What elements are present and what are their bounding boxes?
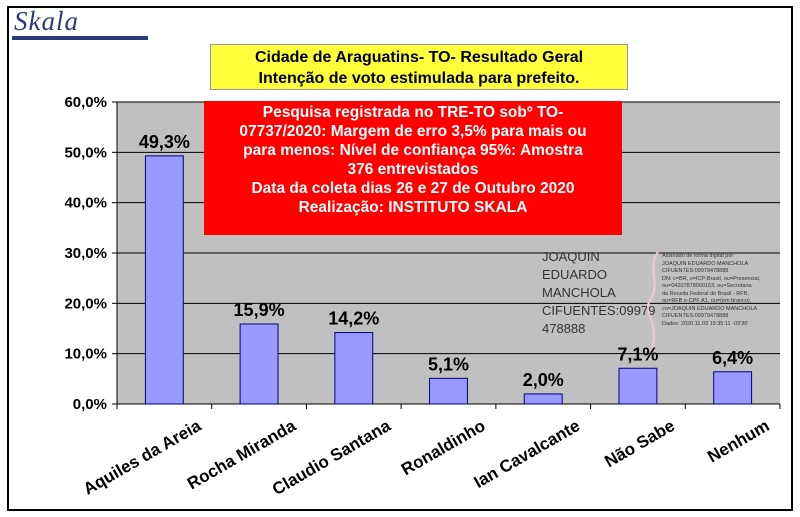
survey-info-box: Pesquisa registrada no TRE-TO sobº TO- 0… [204,101,622,235]
signature-name: JOAQUIN EDUARDO MANCHOLA CIFUENTES:09979… [542,248,656,338]
x-tick-label: Ian Cavalcante [471,416,584,492]
signature-detail-line: ou=RFB e-CPF A1, ou=(em branco), [662,298,752,304]
signature-name-line: EDUARDO [542,267,608,282]
data-label: 2,0% [523,370,564,390]
signature-detail-line: da Receita Federal do Brasil - RFB, [662,290,749,297]
signature-name-line: MANCHOLA [542,285,616,300]
x-tick-label: Não Sabe [601,416,678,471]
bar [334,332,374,405]
skala-logo: Skala [14,6,79,36]
signature-detail-line: Assinado de forma digital por [662,253,734,259]
data-label: 14,2% [328,309,379,329]
bar [618,367,658,405]
bar [523,393,563,405]
signature-detail-line: cn=JOAQUIN EDUARDO MANCHOLA [662,305,758,312]
y-tick-label: 30,0% [64,245,107,262]
signature-name-line: JOAQUIN [542,249,600,264]
signature-name-line: 478888 [542,321,586,336]
signature-name-line: CIFUENTES:09979 [542,303,656,318]
signature-details: Assinado de forma digital por JOAQUIN ED… [662,253,792,328]
bar [429,377,468,405]
signature-detail-line: DN: c=BR, o=ICP-Brasil, ou=Presencial, [662,275,761,282]
y-tick-label: 0,0% [73,396,107,413]
signature-detail-line: ou=04207878000153, ou=Secretaria [662,283,752,289]
info-line: Realização: INSTITUTO SKALA [298,199,528,216]
signature-mark-icon [647,251,659,349]
data-label: 15,9% [234,300,285,320]
info-line: 376 entrevistados [347,161,479,178]
signature-detail-line: Dados: 2020.11.03 19:35:11 -03'30' [662,320,749,327]
info-line: 07737/2020: Margem de erro 3,5% para mai… [239,123,587,140]
data-label: 6,4% [712,348,753,368]
y-tick-label: 40,0% [64,195,107,212]
chart-title-line1: Cidade de Araguatins- TO- Resultado Gera… [254,49,584,66]
signature-detail-line: JOAQUIN EDUARDO MANCHOLA [662,260,749,267]
chart-title-line2: Intenção de voto estimulada para prefeit… [258,70,580,87]
signature-detail-line: CIFUENTES:09979478888 [662,268,729,274]
chart-title: Cidade de Araguatins- TO- Resultado Gera… [210,44,628,90]
info-line: Data da coleta dias 26 e 27 de Outubro 2… [251,180,575,197]
logo-underline [12,36,148,40]
data-label: 5,1% [428,354,469,374]
info-line: para menos: Nível de confiança 95%: Amos… [243,142,583,159]
bar [713,371,753,405]
bar [239,323,279,405]
y-tick-label: 60,0% [64,94,107,111]
bar [144,155,184,405]
y-tick-label: 10,0% [64,346,107,363]
y-tick-label: 20,0% [64,295,107,312]
y-tick-label: 50,0% [64,144,107,161]
info-line: Pesquisa registrada no TRE-TO sobº TO- [262,104,564,121]
x-tick-label: Aquiles da Areia [80,416,205,499]
data-label: 49,3% [139,132,190,152]
x-tick-label: Ronaldinho [398,416,488,479]
signature-detail-line: CIFUENTES:09979478888 [662,313,729,319]
x-tick-label: Nenhum [704,416,772,466]
data-label: 7,1% [617,344,658,364]
